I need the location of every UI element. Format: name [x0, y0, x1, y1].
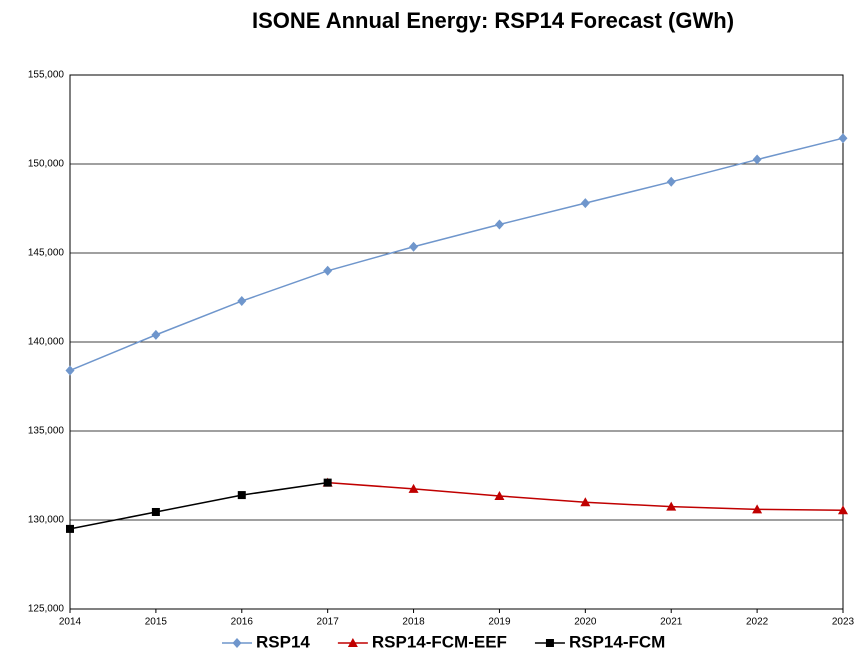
data-point [323, 478, 332, 487]
data-point [237, 296, 247, 307]
data-point [838, 505, 848, 515]
legend-label: RSP14 [256, 632, 310, 651]
x-tick-label: 2019 [488, 617, 511, 628]
data-point [580, 497, 591, 507]
data-point [237, 491, 246, 500]
legend-marker [545, 639, 554, 647]
y-tick-label: 150,000 [28, 159, 65, 170]
data-point [409, 241, 419, 252]
legend-marker [232, 638, 242, 648]
data-point [494, 490, 505, 500]
legend-marker [347, 638, 358, 647]
x-tick-label: 2021 [660, 617, 683, 628]
data-point [151, 507, 160, 516]
series-line [69, 481, 328, 530]
data-point [838, 133, 848, 144]
data-point [494, 219, 504, 230]
plot-frame [69, 74, 844, 610]
data-point [666, 176, 676, 187]
x-tick-label: 2014 [59, 617, 82, 628]
series-line [69, 137, 844, 372]
data-point [323, 265, 333, 276]
data-point [151, 329, 161, 340]
y-tick-label: 130,000 [28, 515, 65, 526]
y-tick-label: 125,000 [28, 604, 65, 615]
x-tick-label: 2015 [145, 617, 168, 628]
x-tick-label: 2018 [402, 617, 425, 628]
chart-title: ISONE Annual Energy: RSP14 Forecast (GWh… [252, 8, 734, 33]
legend-label: RSP14-FCM-EEF [372, 632, 507, 651]
data-point [752, 154, 762, 165]
data-point [408, 483, 419, 493]
x-tick-label: 2023 [832, 617, 855, 628]
y-tick-label: 140,000 [28, 337, 65, 348]
x-tick-label: 2020 [574, 617, 597, 628]
data-point [752, 504, 763, 514]
data-point [66, 524, 74, 533]
y-tick-label: 145,000 [28, 248, 65, 259]
x-tick-label: 2022 [746, 617, 769, 628]
data-point [65, 365, 75, 376]
y-tick-label: 135,000 [28, 426, 65, 437]
data-point [580, 198, 590, 209]
x-tick-label: 2016 [231, 617, 254, 628]
legend-label: RSP14-FCM [569, 632, 665, 651]
data-point [666, 501, 677, 511]
y-tick-label: 155,000 [28, 70, 65, 81]
x-tick-label: 2017 [317, 617, 340, 628]
